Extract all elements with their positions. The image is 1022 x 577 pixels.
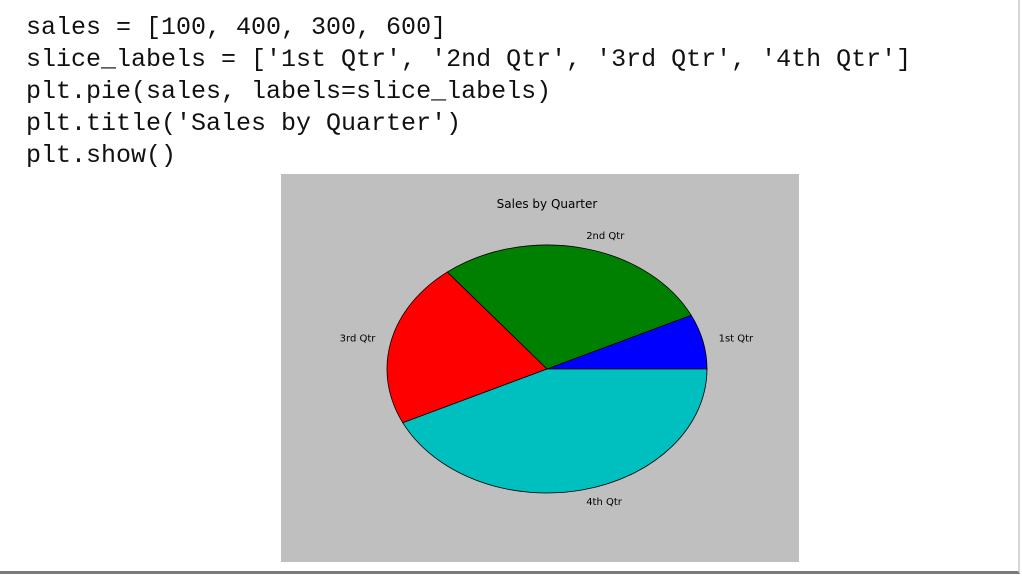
pie-labels: 1st Qtr 2nd Qtr 3rd Qtr 4th Qtr bbox=[340, 231, 754, 508]
code-line-pie-call: plt.pie(sales, labels=slice_labels) bbox=[26, 77, 552, 106]
pie-chart-figure: Sales by Quarter 1st Qtr 2nd Qtr 3rd Qtr 4t… bbox=[281, 174, 799, 562]
pie-slice-label-3: 3rd Qtr bbox=[340, 334, 377, 345]
pie-slice-2 bbox=[446, 244, 692, 370]
pie-slice-label-4: 4th Qtr bbox=[586, 497, 623, 508]
chart-title: Sales by Quarter bbox=[497, 197, 598, 211]
pie-slices bbox=[386, 244, 708, 494]
pie-chart: Sales by Quarter 1st Qtr 2nd Qtr 3rd Qtr 4t… bbox=[281, 174, 799, 562]
code-line-sales: sales = [100, 400, 300, 600] bbox=[26, 13, 447, 42]
code-line-title-call: plt.title('Sales by Quarter') bbox=[26, 109, 462, 138]
pie-slice-label-2: 2nd Qtr bbox=[586, 231, 625, 242]
code-line-show-call: plt.show() bbox=[26, 141, 177, 170]
code-block: sales = [100, 400, 300, 600] slice_labels… bbox=[26, 12, 911, 172]
code-line-slice-labels: slice_labels = ['1st Qtr', '2nd Qtr', '3… bbox=[26, 45, 912, 74]
pie-slice-4 bbox=[402, 368, 708, 494]
pie-slice-label-1: 1st Qtr bbox=[719, 334, 754, 345]
pie-slice-3 bbox=[386, 271, 548, 424]
